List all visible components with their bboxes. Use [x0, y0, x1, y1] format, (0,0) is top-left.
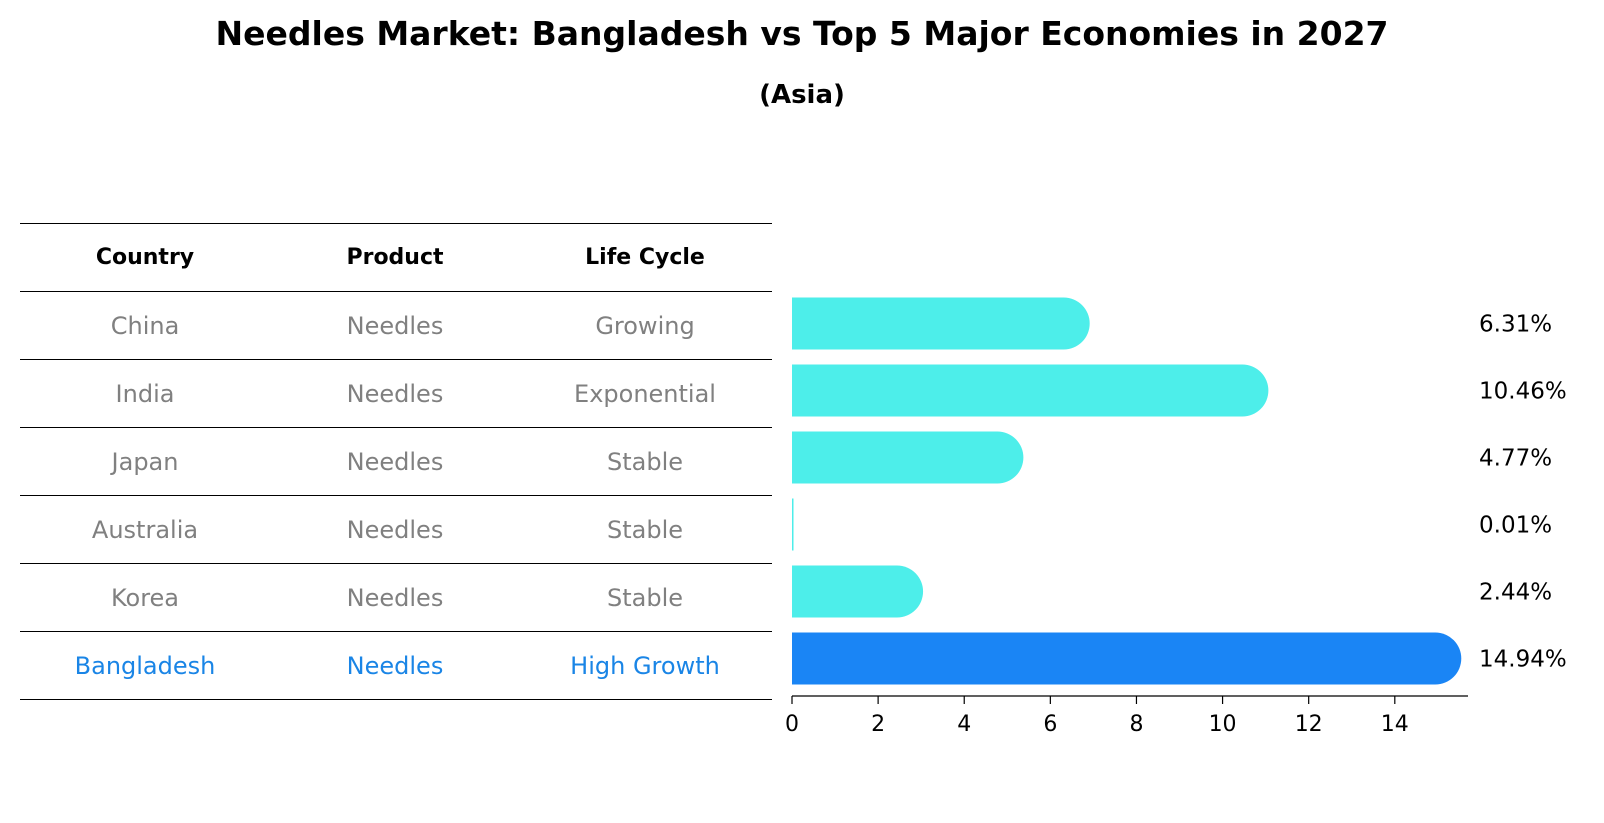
bar-shape — [792, 565, 924, 618]
life-cycle-cell: Stable — [606, 447, 684, 476]
bar-shape — [792, 364, 1269, 417]
product-cell: Needles — [346, 379, 444, 408]
chart-subtitle: (Asia) — [759, 80, 845, 110]
bar-korea — [792, 565, 924, 618]
life-cycle-cell: Growing — [595, 311, 695, 340]
bar-china — [792, 297, 1090, 350]
product-cell: Needles — [346, 311, 444, 340]
life-cycle-cell: High Growth — [570, 651, 720, 680]
header-country: Country — [95, 245, 195, 270]
table-row: Korea Needles Stable — [20, 564, 772, 632]
country-cell: Korea — [110, 583, 180, 612]
value-label: 6.31% — [1479, 312, 1552, 338]
country-cell: Japan — [111, 447, 179, 476]
bar-india — [792, 364, 1269, 417]
x-tick-label: 10 — [1209, 712, 1237, 737]
chart-title: Needles Market: Bangladesh vs Top 5 Majo… — [215, 14, 1389, 53]
value-label: 4.77% — [1479, 446, 1552, 472]
life-cycle-cell: Stable — [606, 515, 684, 544]
product-cell: Needles — [346, 447, 444, 476]
country-cell: India — [115, 379, 175, 408]
bar-shape — [792, 632, 1462, 685]
x-tick-label: 2 — [871, 712, 885, 737]
bar-shape — [792, 431, 1024, 484]
x-tick-label: 12 — [1295, 712, 1323, 737]
product-cell: Needles — [346, 651, 444, 680]
header-life-cycle: Life Cycle — [585, 245, 705, 270]
value-label: 14.94% — [1479, 647, 1567, 673]
bar-australia — [792, 498, 794, 551]
bar-japan — [792, 431, 1024, 484]
table-header-row: Country Product Life Cycle — [20, 223, 772, 292]
value-label: 10.46% — [1479, 379, 1567, 405]
x-tick-label: 14 — [1381, 712, 1409, 737]
x-tick-label: 0 — [785, 712, 799, 737]
value-label: 0.01% — [1479, 513, 1552, 539]
header-product: Product — [346, 245, 444, 270]
table-row: India Needles Exponential — [20, 360, 772, 428]
bar-shape — [792, 297, 1090, 350]
country-cell: China — [110, 311, 180, 340]
table-row-highlight: Bangladesh Needles High Growth — [20, 632, 772, 700]
x-tick-label: 6 — [1043, 712, 1057, 737]
product-cell: Needles — [346, 515, 444, 544]
x-tick-label: 8 — [1129, 712, 1143, 737]
value-label: 2.44% — [1479, 580, 1552, 606]
bar-bangladesh — [792, 632, 1462, 685]
life-cycle-cell: Stable — [606, 583, 684, 612]
bar-shape — [792, 498, 794, 551]
country-cell: Bangladesh — [74, 651, 216, 680]
table-row: Japan Needles Stable — [20, 428, 772, 496]
product-cell: Needles — [346, 583, 444, 612]
table-row: China Needles Growing — [20, 292, 772, 360]
x-tick-label: 4 — [957, 712, 971, 737]
life-cycle-cell: Exponential — [574, 379, 716, 408]
table-row: Australia Needles Stable — [20, 496, 772, 564]
country-cell: Australia — [91, 515, 199, 544]
data-table: Country Product Life Cycle China Needles… — [20, 223, 772, 700]
